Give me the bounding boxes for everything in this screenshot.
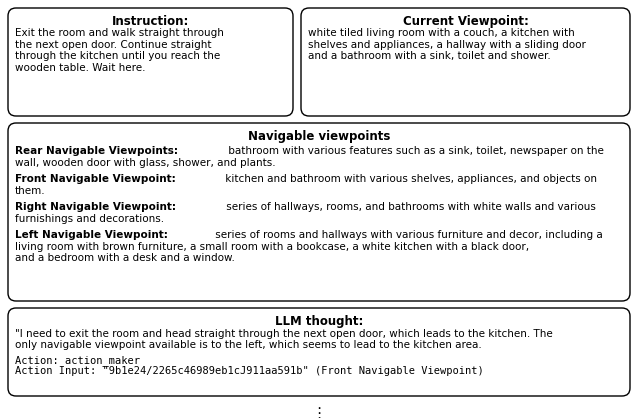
- Text: Instruction:: Instruction:: [112, 15, 189, 28]
- Text: Front Navigable Viewpoint:: Front Navigable Viewpoint:: [15, 174, 175, 184]
- Text: Right Navigable Viewpoint:: Right Navigable Viewpoint:: [15, 202, 176, 212]
- Text: and a bedroom with a desk and a window.: and a bedroom with a desk and a window.: [15, 253, 235, 263]
- Text: kitchen and bathroom with various shelves, appliances, and objects on: kitchen and bathroom with various shelve…: [223, 174, 597, 184]
- Text: series of hallways, rooms, and bathrooms with white walls and various: series of hallways, rooms, and bathrooms…: [223, 202, 596, 212]
- FancyBboxPatch shape: [8, 8, 293, 116]
- FancyBboxPatch shape: [301, 8, 630, 116]
- Text: living room with brown furniture, a small room with a bookcase, a white kitchen : living room with brown furniture, a smal…: [15, 242, 529, 252]
- Text: Exit the room and walk straight through
the next open door. Continue straight
th: Exit the room and walk straight through …: [15, 28, 224, 73]
- Text: Navigable viewpoints: Navigable viewpoints: [248, 130, 390, 143]
- Text: wall, wooden door with glass, shower, and plants.: wall, wooden door with glass, shower, an…: [15, 158, 276, 168]
- Text: Action: action_maker: Action: action_maker: [15, 355, 140, 366]
- Text: bathroom with various features such as a sink, toilet, newspaper on the: bathroom with various features such as a…: [225, 146, 604, 156]
- Text: furnishings and decorations.: furnishings and decorations.: [15, 214, 164, 224]
- Text: only navigable viewpoint available is to the left, which seems to lead to the ki: only navigable viewpoint available is to…: [15, 341, 482, 351]
- Text: Rear Navigable Viewpoints:: Rear Navigable Viewpoints:: [15, 146, 178, 156]
- Text: series of rooms and hallways with various furniture and decor, including a: series of rooms and hallways with variou…: [212, 230, 603, 240]
- Text: Action Input: "9b1e24/2265c46989eb1cJ911aa591b" (Front Navigable Viewpoint): Action Input: "9b1e24/2265c46989eb1cJ911…: [15, 367, 484, 377]
- Text: Left Navigable Viewpoint:: Left Navigable Viewpoint:: [15, 230, 168, 240]
- FancyBboxPatch shape: [8, 308, 630, 396]
- Text: "I need to exit the room and head straight through the next open door, which lea: "I need to exit the room and head straig…: [15, 329, 553, 339]
- Text: ⋮: ⋮: [311, 406, 327, 418]
- FancyBboxPatch shape: [8, 123, 630, 301]
- Text: LLM thought:: LLM thought:: [275, 315, 363, 328]
- Text: them.: them.: [15, 186, 46, 196]
- Text: Current Viewpoint:: Current Viewpoint:: [403, 15, 528, 28]
- Text: white tiled living room with a couch, a kitchen with
shelves and appliances, a h: white tiled living room with a couch, a …: [308, 28, 586, 61]
